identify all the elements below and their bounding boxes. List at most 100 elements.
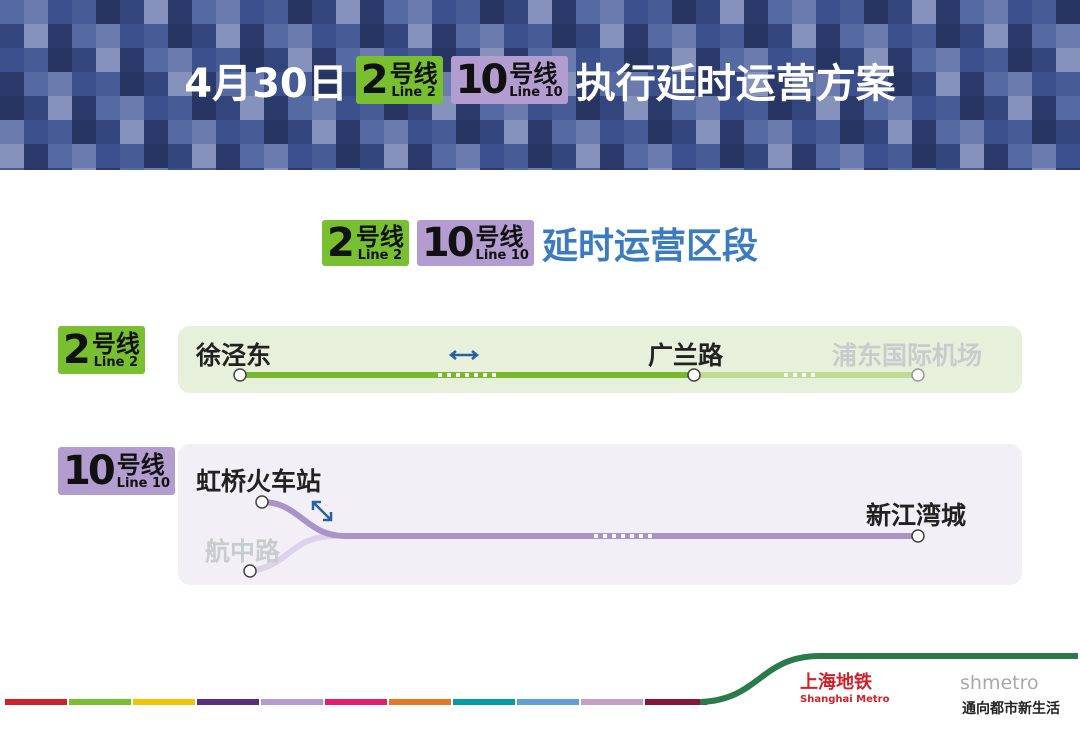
mosaic-tile bbox=[792, 96, 816, 120]
mosaic-tile bbox=[192, 0, 216, 24]
mosaic-tile bbox=[144, 120, 168, 144]
mosaic-tile bbox=[960, 72, 984, 96]
station-label: 广兰路 bbox=[648, 341, 724, 370]
mosaic-tile bbox=[96, 48, 120, 72]
mosaic-tile bbox=[864, 48, 888, 72]
mosaic-tile bbox=[432, 144, 456, 168]
mosaic-tile bbox=[456, 120, 480, 144]
mosaic-tile bbox=[648, 72, 672, 96]
mosaic-tile bbox=[144, 0, 168, 24]
mosaic-tile bbox=[240, 120, 264, 144]
mosaic-tile bbox=[72, 120, 96, 144]
mosaic-tile bbox=[480, 24, 504, 48]
mosaic-tile bbox=[480, 144, 504, 168]
mosaic-tile bbox=[744, 24, 768, 48]
mosaic-tile bbox=[96, 120, 120, 144]
mosaic-tile bbox=[360, 120, 384, 144]
mosaic-tile bbox=[216, 120, 240, 144]
badge-hao: 号线 bbox=[389, 59, 438, 88]
badge-number: 10 bbox=[63, 448, 116, 494]
mosaic-tile bbox=[1032, 96, 1056, 120]
mosaic-tile bbox=[912, 120, 936, 144]
mosaic-tile bbox=[576, 120, 600, 144]
mosaic-tile bbox=[984, 24, 1008, 48]
mosaic-tile bbox=[672, 48, 696, 72]
mosaic-tile bbox=[816, 96, 840, 120]
mosaic-tile bbox=[216, 48, 240, 72]
mosaic-tile bbox=[72, 96, 96, 120]
mosaic-tile bbox=[72, 24, 96, 48]
mosaic-tile bbox=[168, 72, 192, 96]
mosaic-tile bbox=[360, 24, 384, 48]
mosaic-tile bbox=[432, 120, 456, 144]
mosaic-tile bbox=[960, 168, 984, 170]
mosaic-tile bbox=[0, 72, 24, 96]
mosaic-tile bbox=[168, 168, 192, 170]
mosaic-tile bbox=[504, 0, 528, 24]
mosaic-tile bbox=[264, 0, 288, 24]
mosaic-tile bbox=[1032, 144, 1056, 168]
mosaic-tile bbox=[120, 144, 144, 168]
mosaic-tile bbox=[960, 24, 984, 48]
mosaic-tile bbox=[984, 48, 1008, 72]
mosaic-tile bbox=[984, 120, 1008, 144]
mosaic-tile bbox=[96, 0, 120, 24]
mosaic-tile bbox=[840, 96, 864, 120]
mosaic-tile bbox=[96, 144, 120, 168]
mosaic-tile bbox=[264, 24, 288, 48]
mosaic-tile bbox=[576, 144, 600, 168]
mosaic-tile bbox=[528, 144, 552, 168]
mosaic-tile bbox=[24, 96, 48, 120]
mosaic-tile bbox=[0, 0, 24, 24]
mosaic-tile bbox=[408, 144, 432, 168]
mosaic-tile bbox=[168, 0, 192, 24]
mosaic-tile bbox=[720, 0, 744, 24]
mosaic-tile bbox=[864, 96, 888, 120]
mosaic-tile bbox=[960, 96, 984, 120]
footer-logo: 上海地铁 Shanghai Metro bbox=[800, 668, 920, 705]
mosaic-tile bbox=[960, 0, 984, 24]
mosaic-tile bbox=[432, 0, 456, 24]
mosaic-tile bbox=[744, 120, 768, 144]
mosaic-tile bbox=[936, 144, 960, 168]
mosaic-tile bbox=[288, 144, 312, 168]
mosaic-tile bbox=[120, 0, 144, 24]
mosaic-tile bbox=[24, 0, 48, 24]
mosaic-tile bbox=[1032, 168, 1056, 170]
mosaic-tile bbox=[120, 48, 144, 72]
mosaic-tile bbox=[672, 168, 696, 170]
mosaic-tile bbox=[888, 120, 912, 144]
station-label: 徐泾东 bbox=[196, 341, 272, 370]
mosaic-tile bbox=[312, 24, 336, 48]
station bbox=[687, 368, 701, 382]
mosaic-tile bbox=[816, 48, 840, 72]
mosaic-tile bbox=[672, 144, 696, 168]
header-suffix: 执行延时运营方案 bbox=[575, 61, 896, 107]
mosaic-tile bbox=[168, 96, 192, 120]
subtitle: 延时运营区段 bbox=[541, 226, 758, 267]
mosaic-tile bbox=[984, 96, 1008, 120]
mosaic-tile bbox=[576, 0, 600, 24]
mosaic-tile bbox=[0, 144, 24, 168]
mosaic-tile bbox=[360, 144, 384, 168]
mosaic-tile bbox=[336, 144, 360, 168]
mosaic-tile bbox=[600, 72, 624, 96]
mosaic-tile bbox=[696, 72, 720, 96]
badge-number: 2 bbox=[63, 327, 91, 373]
stripe-segment bbox=[5, 699, 67, 705]
mosaic-tile bbox=[624, 144, 648, 168]
logo-cn: 上海地铁 bbox=[800, 672, 872, 693]
mosaic-tile bbox=[1008, 120, 1032, 144]
mosaic-tile bbox=[216, 72, 240, 96]
mosaic-tile bbox=[360, 0, 384, 24]
mosaic-tile bbox=[552, 120, 576, 144]
mosaic-tile bbox=[840, 120, 864, 144]
mosaic-tile bbox=[648, 120, 672, 144]
mosaic-tile bbox=[912, 0, 936, 24]
mosaic-tile bbox=[888, 72, 912, 96]
mosaic-tile bbox=[216, 96, 240, 120]
mosaic-tile bbox=[552, 24, 576, 48]
mosaic-tile bbox=[1032, 0, 1056, 24]
mosaic-tile bbox=[216, 168, 240, 170]
mosaic-tile bbox=[840, 144, 864, 168]
